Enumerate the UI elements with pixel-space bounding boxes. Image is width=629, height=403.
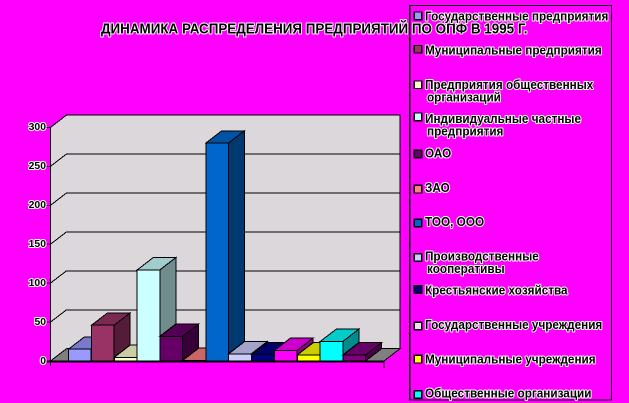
svg-text:ЗАО: ЗАО [425, 180, 450, 195]
svg-text:организаций: организаций [427, 89, 501, 104]
svg-text:50: 50 [34, 317, 46, 328]
svg-text:кооперативы: кооперативы [427, 261, 505, 276]
svg-text:предприятия: предприятия [427, 124, 503, 139]
svg-text:ТОО, ООО: ТОО, ООО [425, 214, 484, 229]
svg-text:300: 300 [29, 122, 47, 133]
svg-text:Государственные предприятия: Государственные предприятия [425, 8, 608, 23]
svg-text:Муниципальные учреждения: Муниципальные учреждения [425, 351, 596, 366]
svg-text:Государственные учреждения: Государственные учреждения [425, 317, 602, 332]
svg-text:Производственные: Производственные [425, 248, 539, 263]
svg-text:250: 250 [29, 161, 47, 172]
svg-text:ДИНАМИКА РАСПРЕДЕЛЕНИЯ ПРЕДПРИ: ДИНАМИКА РАСПРЕДЕЛЕНИЯ ПРЕДПРИЯТИЙ ПО ОП… [101, 20, 528, 38]
svg-text:Крестьянские хозяйства: Крестьянские хозяйства [425, 283, 568, 298]
svg-text:ОАО: ОАО [425, 146, 451, 161]
svg-text:150: 150 [29, 239, 47, 250]
svg-text:Индивидуальные частные: Индивидуальные частные [425, 111, 581, 126]
svg-text:Предприятия общественных: Предприятия общественных [425, 77, 594, 92]
svg-text:100: 100 [29, 278, 47, 289]
svg-text:0: 0 [40, 356, 46, 367]
svg-text:200: 200 [29, 200, 47, 211]
svg-text:Общественные организации: Общественные организации [425, 386, 592, 401]
svg-text:Муниципальные предприятия: Муниципальные предприятия [425, 43, 602, 58]
